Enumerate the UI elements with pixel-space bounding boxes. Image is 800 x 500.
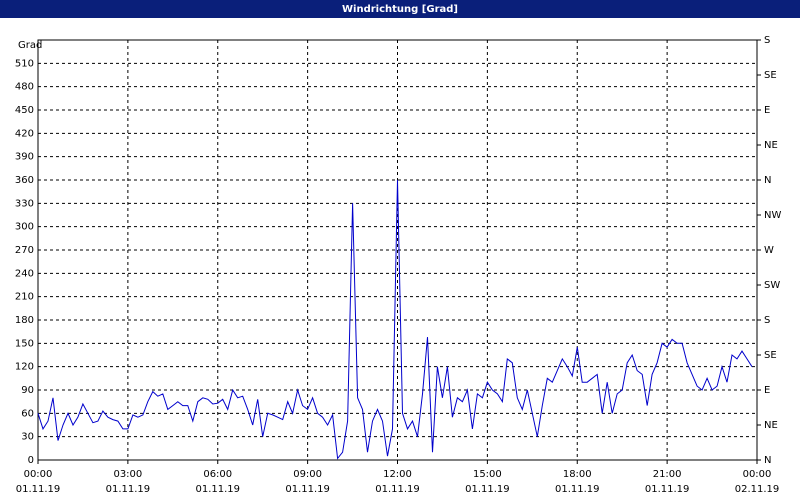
y-tick-label: 480 xyxy=(15,82,34,93)
x-tick-label: 12:00 xyxy=(383,469,412,480)
y2-tick-label: SE xyxy=(764,350,777,361)
y2-tick-label: E xyxy=(764,385,770,396)
y-tick-label: 60 xyxy=(21,408,34,419)
y2-tick-label: W xyxy=(764,245,774,256)
y-tick-label: 270 xyxy=(15,245,34,256)
y-tick-label: 300 xyxy=(15,222,34,233)
x-tick-date: 01.11.19 xyxy=(285,484,330,495)
y2-tick-label: N xyxy=(764,175,771,186)
y2-tick-label: E xyxy=(764,105,770,116)
y2-tick-label: NE xyxy=(764,420,778,431)
x-tick-date: 01.11.19 xyxy=(375,484,420,495)
y-axis-label: Grad xyxy=(18,40,42,51)
x-tick-date: 01.11.19 xyxy=(195,484,240,495)
x-tick-label: 06:00 xyxy=(203,469,232,480)
y-tick-label: 330 xyxy=(15,198,34,209)
x-tick-date: 01.11.19 xyxy=(465,484,510,495)
x-tick-date: 01.11.19 xyxy=(555,484,600,495)
y-tick-label: 150 xyxy=(15,338,34,349)
y2-tick-label: S xyxy=(764,35,770,46)
y-tick-label: 420 xyxy=(15,128,34,139)
x-tick-label: 00:00 xyxy=(24,469,53,480)
y-tick-label: 90 xyxy=(21,385,34,396)
y2-tick-label: NE xyxy=(764,140,778,151)
data-line xyxy=(37,179,753,460)
y-tick-label: 180 xyxy=(15,315,34,326)
y-tick-label: 120 xyxy=(15,362,34,373)
title-bar xyxy=(0,0,800,18)
y-tick-label: 360 xyxy=(15,175,34,186)
y-tick-label: 0 xyxy=(28,455,34,466)
x-tick-date: 01.11.19 xyxy=(645,484,690,495)
y2-tick-label: SW xyxy=(764,280,780,291)
x-tick-label: 00:00 xyxy=(743,469,772,480)
y2-tick-label: SE xyxy=(764,70,777,81)
x-tick-label: 03:00 xyxy=(113,469,142,480)
y-tick-label: 510 xyxy=(15,58,34,69)
y2-tick-label: N xyxy=(764,455,771,466)
y-tick-label: 210 xyxy=(15,292,34,303)
y-tick-label: 450 xyxy=(15,105,34,116)
y2-tick-label: S xyxy=(764,315,770,326)
chart-title: Windrichtung [Grad] xyxy=(342,4,458,15)
y-tick-label: 390 xyxy=(15,152,34,163)
x-tick-date: 01.11.19 xyxy=(16,484,61,495)
x-tick-label: 18:00 xyxy=(563,469,592,480)
y-tick-label: 240 xyxy=(15,268,34,279)
x-tick-label: 15:00 xyxy=(473,469,502,480)
x-tick-date: 01.11.19 xyxy=(106,484,151,495)
x-tick-label: 09:00 xyxy=(293,469,322,480)
x-tick-date: 02.11.19 xyxy=(735,484,780,495)
y-tick-label: 30 xyxy=(21,432,34,443)
y2-tick-label: NW xyxy=(764,210,781,221)
x-tick-label: 21:00 xyxy=(653,469,682,480)
